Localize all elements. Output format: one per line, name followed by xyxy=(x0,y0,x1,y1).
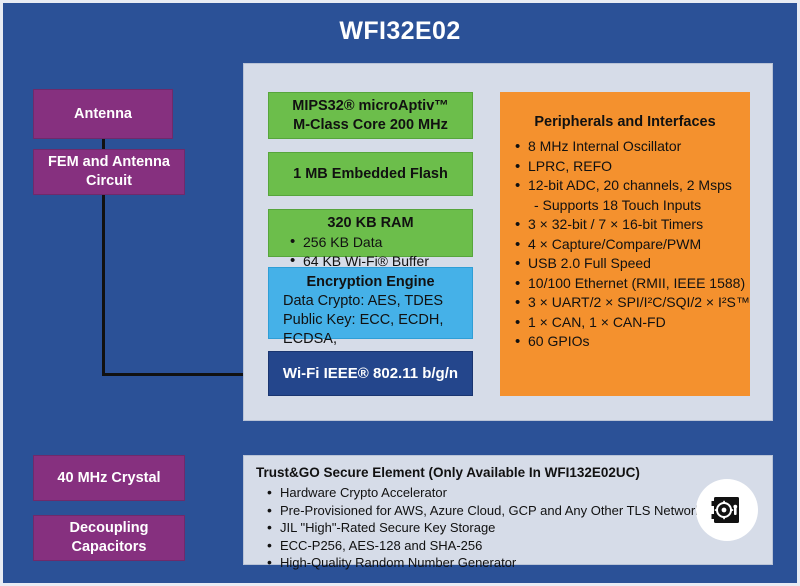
trust-go-item-1: Pre-Provisioned for AWS, Azure Cloud, GC… xyxy=(267,502,708,520)
block-crystal-label: 40 MHz Crystal xyxy=(57,469,161,486)
ram-bullets: 256 KB Data 64 KB Wi-Fi® Buffer xyxy=(269,233,429,270)
safe-badge xyxy=(696,479,758,541)
block-encryption-engine[interactable]: Encryption Engine Data Crypto: AES, TDES… xyxy=(268,267,473,366)
peripherals-item-7: 10/100 Ethernet (RMII, IEEE 1588) xyxy=(515,274,745,294)
block-ram[interactable]: 320 KB RAM 256 KB Data 64 KB Wi-Fi® Buff… xyxy=(268,209,473,270)
wifi-label: Wi-Fi IEEE® 802.11 b/g/n xyxy=(282,365,459,382)
mips-line-2: M-Class Core 200 MHz xyxy=(293,116,448,133)
ram-title: 320 KB RAM xyxy=(327,215,414,231)
block-40mhz-crystal[interactable]: 40 MHz Crystal xyxy=(33,455,185,501)
peripherals-item-4: 3 × 32-bit / 7 × 16-bit Timers xyxy=(515,215,740,235)
peripherals-item-1: LPRC, REFO xyxy=(515,157,740,177)
trust-go-panel: Trust&GO Secure Element (Only Available … xyxy=(243,455,773,571)
peripherals-item-8: 3 × UART/2 × SPI/I²C/SQI/2 × I²S™ xyxy=(515,293,750,313)
trust-go-title: Trust&GO Secure Element (Only Available … xyxy=(256,465,640,480)
peripherals-panel: Peripherals and Interfaces 8 MHz Interna… xyxy=(500,92,750,396)
connector-antenna-to-fem xyxy=(102,139,105,153)
block-fem-antenna-circuit[interactable]: FEM and Antenna Circuit xyxy=(33,149,185,195)
trust-go-item-3: ECC-P256, AES-128 and SHA-256 xyxy=(267,537,708,555)
connector-fem-vertical xyxy=(102,193,105,375)
peripherals-item-0: 8 MHz Internal Oscillator xyxy=(515,137,740,157)
peripherals-list: 8 MHz Internal Oscillator LPRC, REFO 12-… xyxy=(500,137,750,352)
peripherals-item-6: USB 2.0 Full Speed xyxy=(515,254,740,274)
peripherals-item-10: 60 GPIOs xyxy=(515,332,740,352)
page-title: WFI32E02 xyxy=(339,17,461,45)
block-decoupling-label: Decoupling Capacitors xyxy=(69,520,149,555)
block-decoupling-capacitors[interactable]: Decoupling Capacitors xyxy=(33,515,185,561)
block-wifi[interactable]: Wi-Fi IEEE® 802.11 b/g/n xyxy=(268,351,473,396)
ram-bullet-0: 256 KB Data xyxy=(290,233,429,252)
block-fem-label: FEM and Antenna Circuit xyxy=(48,154,170,189)
block-mips32-core[interactable]: MIPS32® microAptiv™ M-Class Core 200 MHz xyxy=(268,92,473,139)
mips-line-1: MIPS32® microAptiv™ xyxy=(292,97,449,114)
block-antenna[interactable]: Antenna xyxy=(33,89,173,139)
peripherals-item-3: - Supports 18 Touch Inputs xyxy=(534,196,702,213)
block-embedded-flash[interactable]: 1 MB Embedded Flash xyxy=(268,152,473,196)
ram-bullet-1: 64 KB Wi-Fi® Buffer xyxy=(290,252,429,271)
soc-panel: MIPS32® microAptiv™ M-Class Core 200 MHz… xyxy=(243,63,773,421)
encryption-line-0: Data Crypto: AES, TDES xyxy=(283,293,444,309)
peripherals-item-2: 12-bit ADC, 20 channels, 2 Msps xyxy=(515,176,740,196)
encryption-line-1: Public Key: ECC, ECDH, ECDSA, xyxy=(283,312,444,347)
block-antenna-label: Antenna xyxy=(74,105,132,122)
peripherals-item-9: 1 × CAN, 1 × CAN-FD xyxy=(515,313,740,333)
flash-label: 1 MB Embedded Flash xyxy=(293,165,448,182)
connector-fem-to-wifi xyxy=(102,373,266,376)
peripherals-item-5: 4 × Capture/Compare/PWM xyxy=(515,235,740,255)
trust-go-item-4: High-Quality Random Number Generator xyxy=(267,554,708,572)
safe-vault-icon xyxy=(710,493,744,527)
trust-go-list: Hardware Crypto Accelerator Pre-Provisio… xyxy=(267,484,708,572)
trust-go-item-0: Hardware Crypto Accelerator xyxy=(267,484,708,502)
peripherals-title: Peripherals and Interfaces xyxy=(534,114,716,130)
trust-go-item-2: JIL "High"-Rated Secure Key Storage xyxy=(267,519,708,537)
encryption-title: Encryption Engine xyxy=(306,274,435,290)
